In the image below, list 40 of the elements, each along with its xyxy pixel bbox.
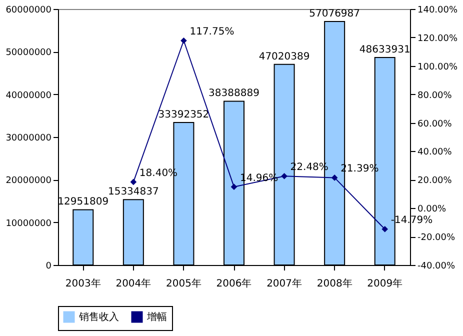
x-tick-label: 2008年: [316, 278, 352, 290]
y2-tick-label: 60.00%: [418, 119, 452, 130]
data-label: 15334837: [108, 186, 159, 198]
y-tick-label: 40000000: [6, 90, 52, 101]
y2-tick-label: 120.00%: [418, 34, 458, 44]
y2-tick-label: -40.00%: [418, 262, 456, 272]
x-tick-label: 2009年: [367, 278, 403, 290]
data-label: 47020389: [258, 51, 310, 62]
data-label: 48633931: [359, 44, 410, 56]
legend-label: 销售收入: [78, 311, 119, 323]
x-tick-label: 2007年: [266, 278, 302, 290]
x-tick-label: 2004年: [116, 278, 152, 290]
y2-tick-label: -20.00%: [418, 233, 456, 244]
point: [382, 226, 388, 232]
x-tick-label: 2006年: [216, 278, 252, 290]
y2-tick-label: 40.00%: [418, 148, 452, 158]
y2-tick-label: 0.00%: [418, 204, 447, 215]
x-tick-label: 2005年: [166, 278, 202, 290]
point: [230, 184, 238, 190]
data-label: 57076987: [309, 8, 360, 20]
y-tick-label: 30000000: [6, 134, 52, 144]
y-tick-label: 10000000: [6, 218, 52, 229]
y2-tick-label: 80.00%: [418, 90, 452, 101]
y-tick-label: 60000000: [6, 6, 52, 16]
data-label: 38388889: [208, 88, 260, 100]
y-tick-label: 0: [46, 262, 52, 272]
y2-tick-label: 20.00%: [418, 176, 452, 186]
legend-label: 增幅: [146, 311, 167, 323]
point: [281, 172, 288, 180]
data-label: 33392352: [158, 110, 210, 121]
y-tick-label: 50000000: [6, 48, 52, 58]
data-label: 117.75%: [190, 26, 234, 38]
point: [130, 178, 137, 186]
y2-tick-label: 100.00%: [418, 62, 458, 72]
y2-tick-label: 140.00%: [418, 6, 458, 16]
y-tick-label: 20000000: [6, 176, 52, 186]
point: [331, 174, 338, 181]
data-label: 12951809: [58, 196, 109, 208]
point: [180, 37, 187, 44]
x-tick-label: 2003年: [65, 278, 101, 290]
